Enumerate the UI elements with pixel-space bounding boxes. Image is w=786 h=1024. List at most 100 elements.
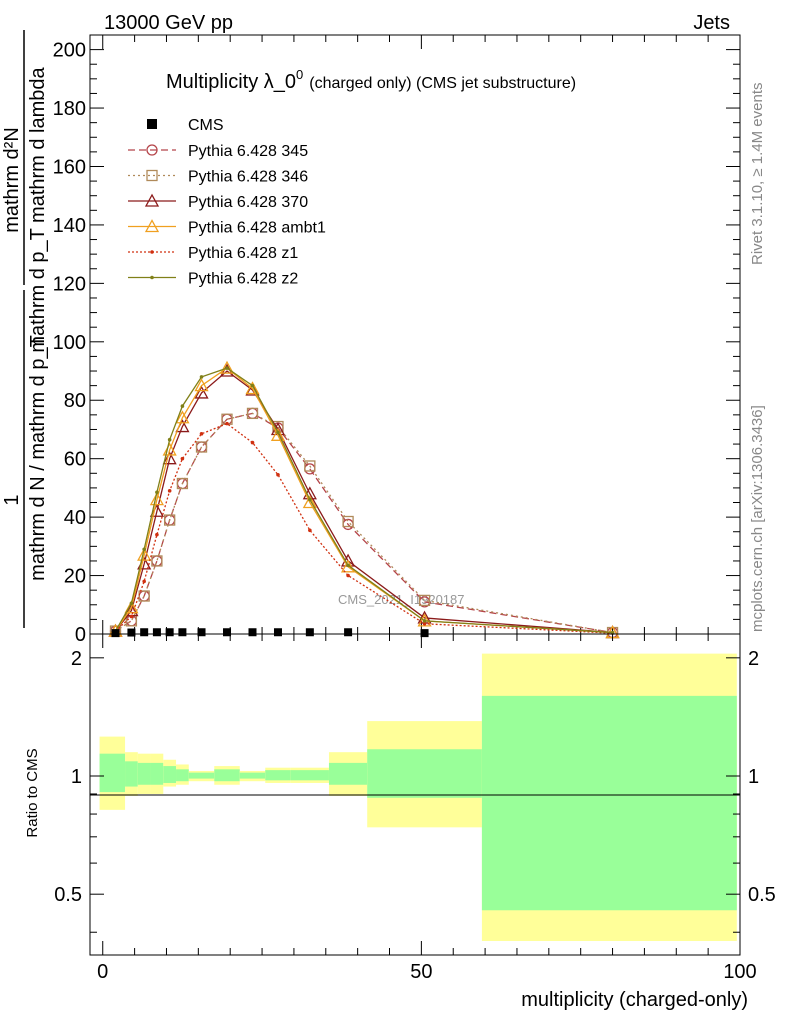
series-5 (113, 366, 615, 635)
legend-marker (144, 193, 160, 207)
cms-point (127, 628, 136, 637)
cms-point (305, 628, 314, 637)
main-y-tick-label: 20 (64, 566, 86, 588)
series-point (142, 547, 146, 552)
series-point (194, 385, 209, 399)
plot-title-main: Multiplicity λ_0 (166, 71, 296, 93)
legend-label: Pythia 6.428 346 (188, 169, 308, 186)
series-point (245, 381, 260, 395)
cms-point (178, 628, 187, 637)
mcplots-label: mcplots.cern.ch [arXiv:1306.3436] (749, 405, 766, 632)
cms-point (344, 628, 353, 637)
main-y-tick-label: 200 (53, 40, 86, 62)
series-point (194, 378, 209, 392)
legend: CMS Pythia 6.428 345 Pythia 6.428 346 Pyth… (128, 117, 326, 288)
ylabel-lhs-num: 1 (1, 494, 23, 505)
ratio-plot-frame (89, 633, 741, 956)
ratio-y-tick-label-right: 0.5 (748, 884, 776, 906)
rivet-label: Rivet 3.1.10, ≥ 1.4M events (749, 83, 766, 266)
series-point (245, 382, 260, 396)
series-point (219, 360, 235, 374)
series-point (164, 514, 176, 526)
series-point (302, 495, 317, 509)
ylabel-den: mathrm d p_T mathrm d lambda (27, 66, 49, 352)
legend-label: Pythia 6.428 ambt1 (188, 220, 326, 237)
legend-label: Pythia 6.428 z1 (188, 245, 298, 262)
series-point (276, 472, 280, 477)
legend-marker (146, 144, 158, 156)
series-point (149, 492, 165, 506)
ratio-stat-band (239, 772, 266, 779)
series-point (129, 614, 134, 619)
main-y-tick-label: 120 (53, 273, 86, 295)
series-line (115, 412, 613, 634)
series-point (346, 573, 350, 578)
series-point (346, 563, 350, 568)
ratio-stat-band (214, 769, 240, 782)
x-axis-label: multiplicity (charged-only) (521, 989, 748, 1011)
main-y-tick-label: 60 (64, 449, 86, 471)
cms-point (273, 628, 282, 637)
series-point (304, 463, 316, 475)
legend-marker (150, 250, 154, 254)
main-y-label: 1 mathrm d N / mathrm d p_T mathrm d²N m… (1, 30, 49, 628)
main-panel: 0 20 40 60 80 100 120 140 160 180 200 CMS_2021_I19… (53, 34, 741, 646)
series-point (304, 460, 316, 472)
series-point (417, 613, 432, 627)
ratio-y-tick-label: 0.5 (54, 884, 82, 906)
series-point (175, 410, 190, 424)
ratio-stat-band (125, 761, 138, 787)
series-point (308, 497, 312, 502)
main-y-tick-label: 80 (64, 390, 86, 412)
series-point (270, 427, 286, 441)
series-point (199, 432, 204, 436)
series-point (250, 440, 255, 445)
series-point (250, 383, 255, 388)
legend-marker (144, 219, 160, 233)
cms-data (111, 628, 429, 638)
series-point (180, 456, 185, 461)
series-point (162, 451, 177, 465)
ratio-y-tick-label: 1 (71, 766, 82, 788)
series-point (138, 590, 150, 602)
cms-point (152, 628, 161, 637)
main-y-tick-label: 40 (64, 507, 86, 529)
plot-title-sup: 0 (296, 67, 303, 82)
cms-point (248, 628, 257, 637)
ylabel-top: mathrm d²N (1, 127, 23, 233)
x-tick-label: 0 (97, 961, 108, 983)
series-point (276, 430, 280, 435)
series-line (114, 367, 613, 634)
ratio-y-tick-label: 2 (71, 648, 82, 670)
series-point (180, 404, 185, 408)
x-tick-label: 50 (410, 961, 432, 983)
header-left: 13000 GeV pp (104, 12, 233, 34)
series-point (418, 594, 431, 607)
legend-label: Pythia 6.428 370 (188, 194, 308, 211)
ratio-stat-band (176, 769, 189, 782)
ylabel-lhs-den: mathrm d N / mathrm d p_T (27, 335, 49, 581)
ratio-y-tick-label-right: 2 (748, 648, 759, 670)
main-y-tick-label: 140 (53, 215, 86, 237)
ratio-stat-band (290, 770, 329, 781)
plot-title: Multiplicity λ_00 (charged only) (CMS jet… (166, 67, 576, 93)
main-y-tick-label: 160 (53, 156, 86, 178)
legend-label-cms: CMS (188, 117, 224, 134)
series-point (308, 528, 312, 533)
cms-point (140, 628, 149, 637)
series-point (610, 630, 615, 635)
series-point (137, 547, 152, 561)
series-point (422, 619, 427, 623)
watermark: CMS_2021_I1920187 (338, 592, 465, 607)
ratio-stat-band (265, 770, 291, 781)
series-point (151, 555, 163, 567)
ratio-stat-band (163, 766, 177, 783)
series-point (422, 621, 427, 626)
ratio-x-axis: 0 50 100 (97, 634, 757, 983)
legend-marker (146, 169, 158, 182)
ratio-stat-band (328, 762, 368, 785)
ratio-stat-band (150, 762, 164, 785)
legend-label: Pythia 6.428 z2 (188, 271, 298, 288)
series-point (167, 437, 172, 442)
